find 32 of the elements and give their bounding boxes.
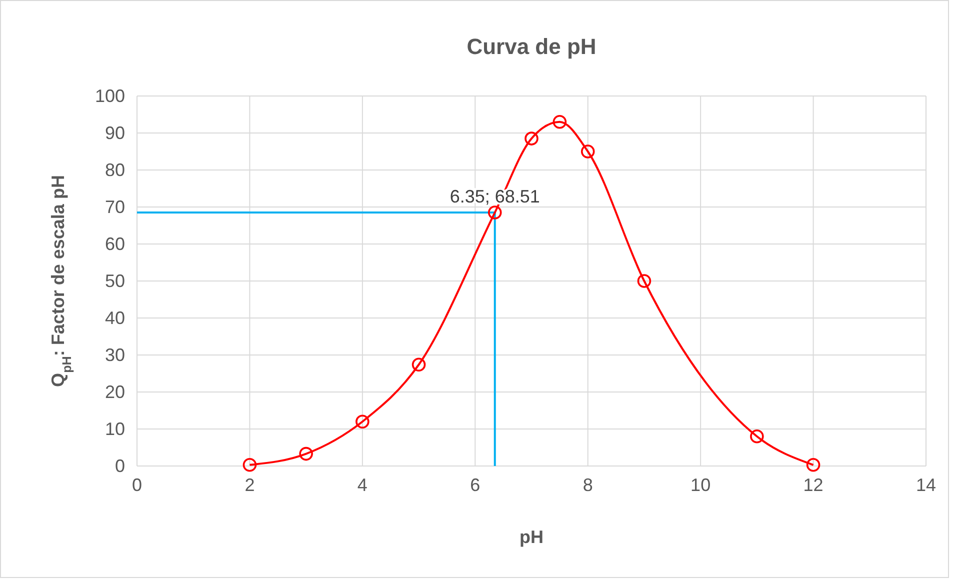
y-tick-label: 70 xyxy=(104,196,125,217)
point xyxy=(580,144,595,158)
y-tick-label: 40 xyxy=(104,308,125,328)
x-tick-label: 12 xyxy=(803,474,824,495)
point xyxy=(299,446,313,461)
y-tick-label: 50 xyxy=(104,270,125,291)
point xyxy=(488,206,502,220)
point xyxy=(242,458,257,472)
y-tick-label: 30 xyxy=(104,344,125,365)
x-tick-label: 8 xyxy=(582,474,593,495)
x-tick-label: 6 xyxy=(470,474,480,495)
point xyxy=(806,458,820,472)
x-tick-label: 0 xyxy=(132,474,142,495)
point xyxy=(552,115,567,129)
y-tick-label: 60 xyxy=(104,234,125,254)
point xyxy=(356,414,370,428)
y-tick-label: 90 xyxy=(104,122,125,143)
point xyxy=(750,430,764,444)
x-tick-label: 4 xyxy=(357,474,368,495)
y-tick-label: 100 xyxy=(94,86,125,106)
point xyxy=(637,274,652,288)
y-tick-label: 0 xyxy=(114,456,125,476)
y-tick-label: 10 xyxy=(104,418,125,439)
x-axis-title: pH xyxy=(520,527,544,547)
point xyxy=(524,132,538,146)
x-tick-label: 14 xyxy=(916,474,936,495)
chart-title: Curva de pH xyxy=(466,34,596,59)
y-tick-label: 20 xyxy=(104,382,125,402)
point xyxy=(412,358,426,372)
y-tick-label: 80 xyxy=(104,160,125,180)
x-tick-label: 2 xyxy=(244,474,255,495)
x-tick-label: 10 xyxy=(690,474,711,495)
